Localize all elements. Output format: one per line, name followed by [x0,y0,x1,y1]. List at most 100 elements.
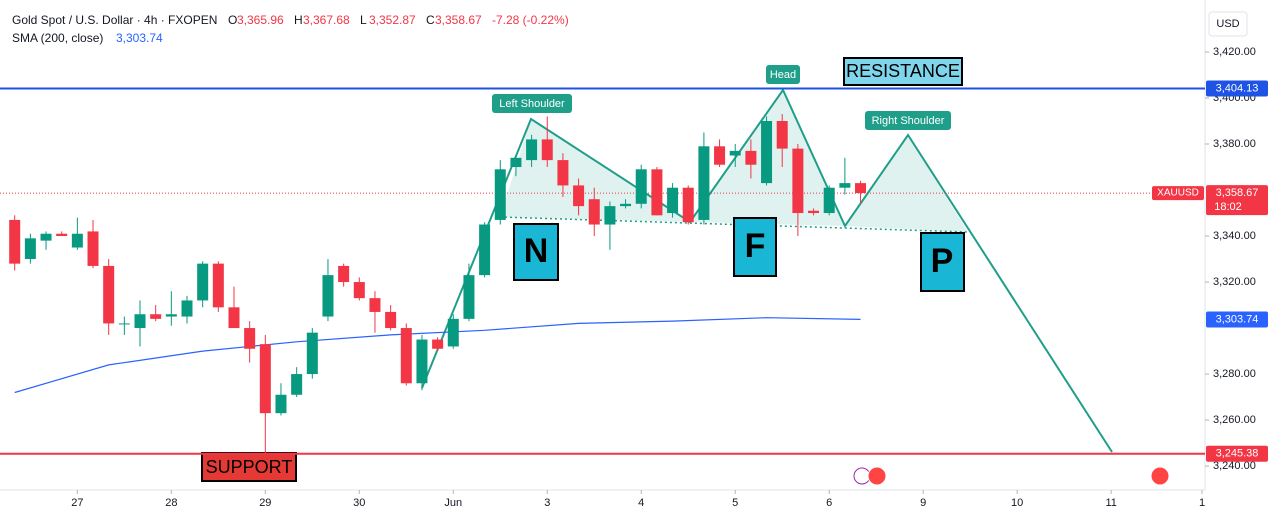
last-price-badge [1206,185,1268,216]
legend-value: 3,358.67 [435,13,482,27]
candle-body [150,314,162,319]
level-badge [1206,80,1268,97]
level-label: 3,245.38 [1216,448,1259,460]
candle-body [322,275,334,317]
candle-body [197,263,209,301]
pattern-fill [845,135,968,232]
pattern-line [421,87,1113,453]
legend-key: C [426,13,435,27]
legend-key: L [360,13,367,27]
candle-body [212,263,224,308]
letter-box [513,223,559,281]
legend-value: 3,367.68 [303,13,350,27]
candle-body [823,187,835,214]
candle-body [635,169,647,204]
candle-body [698,146,710,220]
candle-body [808,210,820,214]
candle-body [259,344,271,414]
change: -7.28 (-0.22%) [492,13,569,27]
legend-value: 3,352.87 [369,13,416,27]
candle-body [620,203,632,207]
x-tick-label: 5 [732,497,738,509]
candle-body [573,185,585,207]
candle-body [385,311,397,329]
candle-body [479,224,491,276]
countdown: 18:02 [1214,201,1242,213]
sma-name: SMA (200, close) [12,31,103,45]
candle-body [56,233,68,237]
candle-body [463,275,475,319]
label-box [843,57,963,86]
x-tick-label: 9 [920,497,926,509]
candle-body [526,139,538,161]
letter-box [920,232,965,292]
x-tick-label: 30 [353,497,365,509]
y-tick-label: 3,260.00 [1213,414,1256,426]
event-icon[interactable] [867,466,887,486]
y-tick-label: 3,320.00 [1213,276,1256,288]
label-box [865,111,951,130]
candle-body [306,332,318,375]
candle-body [494,169,506,220]
label-box [766,65,800,84]
candle-body [275,394,287,414]
annotation: SUPPORT [206,457,293,477]
annotation: F [745,227,766,265]
y-tick-label: 3,340.00 [1213,230,1256,242]
candle-body [792,148,804,214]
x-tick-label: 11 [1105,497,1116,509]
sma-value: 3,303.74 [116,31,163,45]
candle-body [682,187,694,223]
last-price-label: 3,358.67 [1216,187,1259,199]
candle-body [714,146,726,165]
annotation: Right Shoulder [872,115,945,127]
annotation: Left Shoulder [499,98,565,110]
neckline [499,216,969,233]
candle-body [745,150,757,165]
x-tick-label: 3 [544,497,550,509]
candle-body [776,121,788,149]
candle-body [729,150,741,156]
candle-body [291,374,303,395]
candle-body [9,219,21,264]
annotations: Left Shoulder Head Right Shoulder RESIST… [201,57,1170,486]
candle-body [510,157,522,168]
candle-body [165,314,177,317]
candle-body [353,282,365,299]
x-tick-label: 10 [1011,497,1023,509]
candle-body [244,328,256,349]
event-icon[interactable] [1150,466,1170,486]
y-tick-label: 3,380.00 [1213,138,1256,150]
x-tick-label: 28 [165,497,177,509]
annotation: RESISTANCE [846,61,960,81]
candle-body [667,187,679,214]
level-badge [1206,445,1268,462]
annotation: N [524,232,549,270]
candle-body [87,231,99,266]
sma-line [14,317,861,394]
sma-badge [1206,311,1268,328]
candle-body [228,307,240,329]
x-tick-label: 27 [71,497,83,509]
annotation: Head [770,69,796,81]
candle-body [400,328,412,384]
label-box [201,452,297,482]
candle-body [855,183,867,194]
x-tick-label: 6 [826,497,832,509]
x-tick-label: 1 [1199,497,1205,509]
candle-body [24,238,36,260]
candle-body [103,265,115,324]
candle-body [118,323,130,325]
candle-body [181,300,193,317]
candle-body [40,233,52,241]
candle-body [651,169,663,216]
candle-body [604,206,616,225]
y-tick-label: 3,280.00 [1213,368,1256,380]
candle-body [432,339,444,349]
currency: USD [1216,18,1239,30]
candle-body [761,121,773,184]
x-tick-label: 4 [638,497,644,509]
candle-body [447,318,459,347]
legend-value: 3,365.96 [237,13,284,27]
